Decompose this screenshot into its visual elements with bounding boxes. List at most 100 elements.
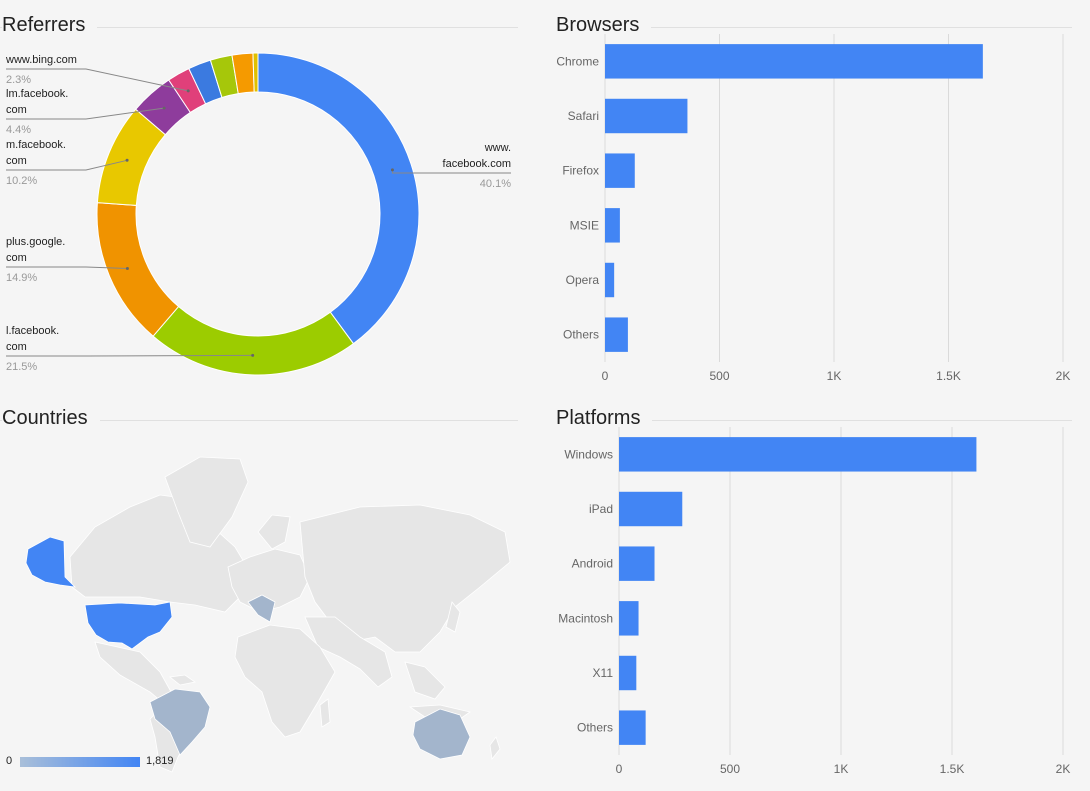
callout-name: l.facebook.: [6, 325, 59, 337]
title-rule: [556, 27, 1072, 28]
region-greenland: [164, 456, 249, 548]
callout-name: m.facebook.: [6, 139, 66, 151]
category-label: Safari: [568, 109, 599, 123]
callout-name: lm.facebook.: [6, 88, 68, 100]
category-label: Opera: [566, 273, 600, 287]
callout-name: com: [6, 155, 27, 167]
callout-name: facebook.com: [443, 158, 511, 170]
legend-max-label: 1,819: [146, 755, 174, 767]
callout-dot: [125, 267, 129, 271]
x-tick-label: 1.5K: [936, 369, 961, 383]
platforms-title: Platforms: [556, 407, 653, 430]
region-caribbean: [169, 674, 196, 686]
referrers-title: Referrers: [2, 14, 98, 37]
region-australia: [412, 708, 471, 760]
region-japan: [445, 601, 461, 633]
callout-percent: 21.5%: [6, 361, 37, 373]
title-rule: [0, 27, 518, 28]
callout-dot: [186, 89, 190, 93]
region-alaska: [25, 536, 77, 588]
callout-dot: [162, 106, 166, 110]
region-brazil: [149, 688, 211, 756]
slice-l-facebook-com: [152, 305, 355, 376]
callout-name: com: [6, 104, 27, 116]
bar-others: [619, 710, 646, 745]
region-africa: [234, 624, 336, 738]
callout-percent: 4.4%: [6, 124, 31, 136]
category-label: Firefox: [562, 164, 599, 178]
callout-name: com: [6, 252, 27, 264]
category-label: MSIE: [570, 218, 599, 232]
callout-label: lm.facebook. com 4.4%: [6, 88, 166, 136]
callout-percent: 10.2%: [6, 175, 37, 187]
callout-percent: 2.3%: [6, 74, 31, 86]
region-new-zealand: [489, 736, 501, 760]
x-tick-label: 500: [709, 369, 729, 383]
region-united-states: [84, 601, 173, 650]
callout-percent: 14.9%: [6, 272, 37, 284]
platforms-bar-chart: 0 500 1K 1.5K 2K Windows iPad Android Macintosh X…: [558, 427, 1071, 776]
callout-name: www.: [484, 142, 511, 154]
region-italy: [247, 594, 276, 623]
bar-others: [605, 317, 628, 352]
x-tick-label: 0: [616, 762, 623, 776]
legend-gradient: [20, 757, 140, 767]
region-scandinavia: [257, 514, 291, 550]
title-rule: [556, 420, 1072, 421]
callout-line: [6, 107, 165, 120]
callout-label: l.facebook. com 21.5%: [6, 325, 255, 373]
referrers-panel: Referrers www.bing.com 2.3% lm.facebook. co…: [0, 14, 518, 394]
callout-name: www.bing.com: [5, 54, 77, 66]
callout-label: www. facebook.com 40.1%: [390, 142, 511, 190]
region-asia: [299, 504, 511, 653]
category-label: Windows: [564, 447, 613, 461]
platforms-panel: Platforms 0 500 1K 1.5K 2K Windows iPad Android…: [556, 407, 1072, 787]
countries-title: Countries: [2, 407, 100, 430]
bar-android: [619, 546, 655, 581]
bar-firefox: [605, 153, 635, 188]
category-label: X11: [593, 666, 614, 680]
category-label: iPad: [589, 502, 613, 516]
slice-www-facebook-com: [257, 52, 420, 345]
title-rule: [0, 420, 518, 421]
callout-label: www.bing.com 2.3%: [5, 54, 190, 93]
category-label: Others: [577, 721, 613, 735]
bar-x11: [619, 655, 637, 691]
category-label: Chrome: [556, 54, 599, 68]
world-map[interactable]: [0, 437, 518, 777]
region-southeast-asia: [404, 661, 446, 700]
legend-min-label: 0: [6, 755, 13, 767]
bar-msie: [605, 208, 620, 243]
callout-name: plus.google.: [6, 236, 65, 248]
callout-label: plus.google. com 14.9%: [6, 236, 129, 284]
category-label: Others: [563, 328, 599, 342]
bar-opera: [605, 262, 615, 298]
callout-percent: 40.1%: [480, 178, 511, 190]
bar-safari: [605, 98, 688, 134]
callout-line: [6, 68, 189, 92]
browsers-panel: Browsers 0 500 1K 1.5K 2K Chrome Safari Firefox…: [556, 14, 1072, 394]
region-middle-east: [304, 616, 393, 688]
bar-ipad: [619, 491, 683, 527]
x-tick-label: 1K: [827, 369, 842, 383]
slice-plus-google-com: [96, 202, 180, 337]
region-madagascar: [319, 698, 331, 728]
callout-dot: [125, 158, 129, 162]
bar-macintosh: [619, 601, 639, 636]
callout-line: [6, 354, 253, 357]
slice-minor: [252, 52, 259, 93]
browsers-bar-chart: 0 500 1K 1.5K 2K Chrome Safari Firefox MSIE Opera…: [556, 34, 1071, 383]
region-europe: [227, 548, 311, 613]
map-legend: 0 1,819: [0, 755, 220, 771]
callout-line: [6, 266, 128, 270]
callout-line: [6, 159, 128, 171]
callout-dot: [251, 353, 255, 357]
x-tick-label: 2K: [1056, 369, 1071, 383]
callout-name: com: [6, 341, 27, 353]
x-tick-label: 500: [720, 762, 740, 776]
x-tick-label: 0: [602, 369, 609, 383]
x-tick-label: 1K: [834, 762, 849, 776]
referrers-donut-chart: www.bing.com 2.3% lm.facebook. com 4.4% m.fac…: [5, 52, 511, 376]
browsers-title: Browsers: [556, 14, 652, 37]
x-tick-label: 2K: [1056, 762, 1071, 776]
